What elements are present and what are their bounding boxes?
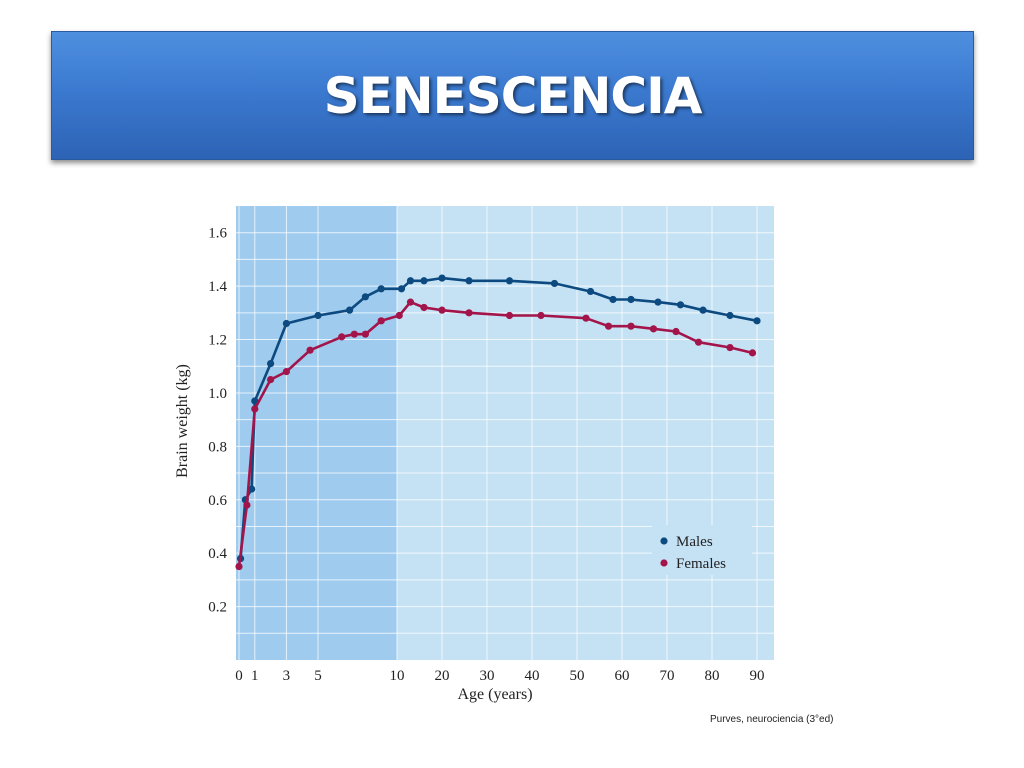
data-point-females: [604, 322, 613, 330]
data-point-males: [282, 319, 290, 328]
data-point-males: [397, 285, 406, 293]
data-point-females: [649, 325, 658, 333]
data-point-females: [672, 327, 680, 336]
data-point-males: [505, 277, 514, 285]
data-point-males: [267, 359, 275, 368]
data-point-males: [248, 485, 256, 493]
data-point-males: [609, 295, 617, 304]
x-tick-label: 50: [570, 668, 585, 684]
data-point-males: [726, 311, 734, 320]
x-axis-label: Age (years): [457, 686, 532, 703]
x-tick-label: 80: [705, 668, 720, 684]
x-tick-label: 3: [283, 668, 291, 684]
data-point-females: [582, 314, 590, 322]
data-point-males: [314, 311, 322, 320]
y-tick-label: 1.4: [208, 279, 227, 295]
y-tick-label: 0.2: [208, 600, 227, 616]
data-point-females: [306, 346, 314, 354]
data-point-females: [627, 322, 635, 330]
x-tick-label: 0: [235, 668, 243, 684]
legend-label-females: Females: [676, 556, 726, 572]
y-axis-label: Brain weight (kg): [174, 364, 191, 478]
data-point-females: [361, 330, 369, 338]
data-point-males: [406, 277, 415, 285]
x-tick-label: 5: [314, 668, 322, 684]
data-point-males: [550, 279, 559, 288]
data-point-females: [505, 311, 514, 320]
data-point-females: [438, 306, 446, 314]
data-point-females: [377, 317, 385, 325]
y-tick-label: 1.0: [208, 386, 227, 402]
legend-marker-females: [660, 559, 668, 567]
y-tick-label: 0.4: [208, 546, 227, 562]
data-point-females: [395, 311, 403, 320]
data-point-males: [465, 277, 473, 285]
data-point-males: [627, 295, 635, 304]
data-point-females: [251, 405, 259, 413]
data-point-females: [537, 311, 545, 320]
data-point-males: [676, 301, 685, 309]
data-point-females: [726, 343, 734, 352]
y-tick-label: 0.8: [208, 439, 227, 455]
data-point-males: [346, 306, 354, 314]
y-tick-label: 1.2: [208, 333, 227, 349]
data-point-females: [235, 562, 243, 571]
data-point-females: [338, 333, 346, 341]
x-tick-label: 60: [615, 668, 630, 684]
data-point-males: [438, 274, 446, 282]
x-tick-label: 40: [525, 668, 540, 684]
chart-svg: 0.2 0.4 0.6 0.8 1.0 1.2 1.4 1.6 0 1 3 5 10 20 30 40 50 60…: [174, 206, 774, 703]
data-point-males: [251, 397, 259, 405]
legend-label-males: Males: [676, 534, 713, 550]
y-tick-label: 0.6: [208, 493, 227, 509]
data-point-males: [586, 287, 595, 296]
x-tick-label: 1: [251, 668, 258, 684]
legend-box: [652, 525, 752, 575]
data-point-males: [654, 298, 662, 306]
brain-weight-chart: 0.2 0.4 0.6 0.8 1.0 1.2 1.4 1.6 0 1 3 5 10 20 30 40 50 60…: [160, 200, 800, 710]
data-point-females: [420, 303, 428, 312]
x-tick-label: 20: [435, 668, 450, 684]
data-point-females: [465, 309, 473, 317]
data-point-females: [282, 367, 290, 376]
data-point-males: [377, 285, 385, 293]
x-tick-label: 10: [390, 668, 405, 684]
data-point-females: [243, 501, 251, 509]
data-point-females: [350, 330, 358, 338]
early-years-band: [236, 206, 397, 660]
data-point-females: [406, 298, 415, 306]
slide-title: SENESCENCIA: [323, 66, 703, 125]
x-tick-label: 70: [660, 668, 675, 684]
x-tick-label: 30: [480, 668, 495, 684]
data-point-females: [694, 338, 703, 346]
data-point-females: [748, 349, 757, 357]
data-point-males: [420, 277, 428, 285]
x-tick-label: 90: [750, 668, 765, 684]
data-point-males: [361, 293, 369, 301]
citation: Purves, neurociencia (3°ed): [710, 714, 834, 725]
data-point-males: [753, 317, 761, 325]
data-point-females: [267, 375, 275, 384]
data-point-males: [699, 306, 707, 314]
title-banner: SENESCENCIA: [51, 31, 974, 160]
legend-marker-males: [660, 537, 668, 545]
y-tick-label: 1.6: [208, 226, 227, 242]
